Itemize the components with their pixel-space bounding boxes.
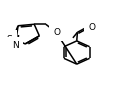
- Text: S: S: [7, 35, 13, 44]
- Text: O: O: [88, 23, 95, 32]
- Text: O: O: [53, 28, 60, 37]
- Text: N: N: [12, 41, 18, 50]
